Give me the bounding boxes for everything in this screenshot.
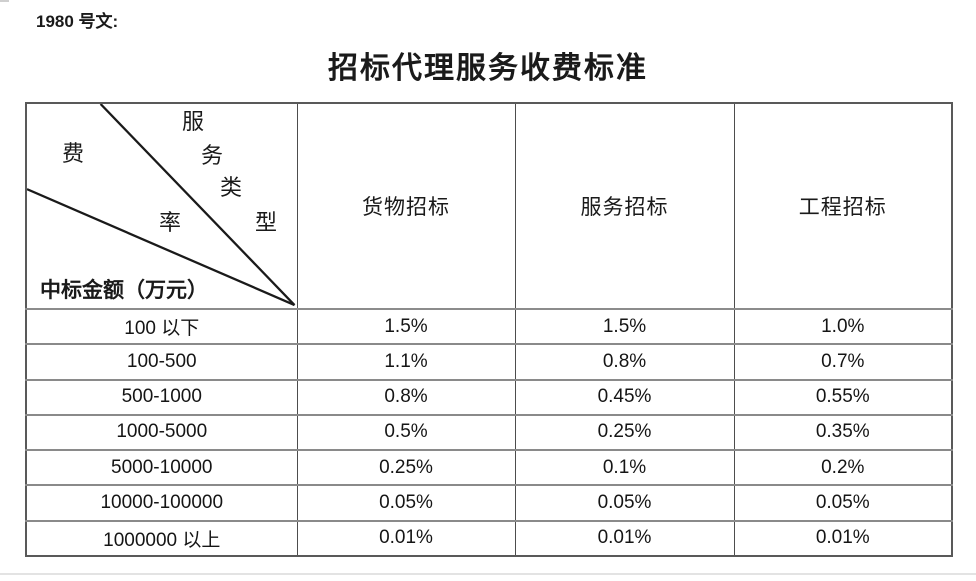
rate-cell: 0.05% [296, 484, 516, 522]
service-type-char-4: 型 [255, 210, 278, 235]
rate-cell: 0.05% [514, 484, 735, 522]
rate-cell: 0.55% [733, 378, 953, 416]
column-header-works-bidding: 工程招标 [733, 102, 953, 310]
fee-rate-char-1: 费 [62, 141, 85, 166]
table-row: 500-1000 0.8% 0.45% 0.55% [25, 378, 953, 416]
amount-range-cell: 500-1000 [25, 378, 298, 416]
amount-range-cell: 1000-5000 [25, 413, 298, 451]
rate-cell: 1.0% [733, 307, 953, 345]
rate-cell: 0.01% [733, 519, 953, 557]
rate-cell: 1.5% [514, 307, 735, 345]
page-bottom-edge [0, 573, 976, 575]
rate-cell: 0.8% [296, 378, 516, 416]
fee-standard-table: 服 务 类 型 费 率 中标金额（万元） 货物招标 服务招标 工程招标 100 … [25, 102, 953, 557]
fee-rate-char-2: 率 [159, 210, 182, 235]
table-row: 100-500 1.1% 0.8% 0.7% [25, 343, 953, 381]
service-type-char-3: 类 [220, 175, 243, 200]
page-title: 招标代理服务收费标准 [328, 52, 648, 85]
rate-cell: 0.5% [296, 413, 516, 451]
rate-cell: 0.1% [514, 449, 735, 486]
table-row: 1000-5000 0.5% 0.25% 0.35% [25, 413, 953, 451]
rate-cell: 0.8% [514, 343, 735, 381]
corner-header-cell: 服 务 类 型 费 率 中标金额（万元） [25, 102, 298, 310]
service-type-char-2: 务 [201, 143, 224, 168]
rate-cell: 1.5% [296, 307, 516, 345]
doc-number-label: 1980 号文: [36, 12, 119, 31]
table-row: 1000000 以上 0.01% 0.01% 0.01% [25, 519, 953, 557]
amount-axis-label: 中标金额（万元） [40, 278, 208, 302]
diagonal-divider-lines [27, 104, 296, 307]
rate-cell: 0.25% [296, 449, 516, 486]
amount-range-cell: 100-500 [25, 343, 298, 381]
rate-cell: 0.45% [514, 378, 735, 416]
amount-range-cell: 1000000 以上 [25, 519, 298, 557]
rate-cell: 1.1% [296, 343, 516, 381]
amount-range-cell: 100 以下 [25, 307, 298, 345]
rate-cell: 0.25% [514, 413, 735, 451]
page-corner-artifact [0, 0, 9, 2]
rate-cell: 0.01% [296, 519, 516, 557]
column-header-service-bidding: 服务招标 [514, 102, 735, 310]
service-type-char-1: 服 [182, 109, 205, 134]
table-row: 100 以下 1.5% 1.5% 1.0% [25, 307, 953, 345]
rate-cell: 0.7% [733, 343, 953, 381]
header-row: 服 务 类 型 费 率 中标金额（万元） 货物招标 服务招标 工程招标 [25, 102, 953, 310]
rate-cell: 0.35% [733, 413, 953, 451]
rate-cell: 0.01% [514, 519, 735, 557]
table-row: 5000-10000 0.25% 0.1% 0.2% [25, 449, 953, 486]
table-row: 10000-100000 0.05% 0.05% 0.05% [25, 484, 953, 522]
amount-range-cell: 5000-10000 [25, 449, 298, 486]
rate-cell: 0.05% [733, 484, 953, 522]
rate-cell: 0.2% [733, 449, 953, 486]
column-header-goods-bidding: 货物招标 [296, 102, 516, 310]
amount-range-cell: 10000-100000 [25, 484, 298, 522]
